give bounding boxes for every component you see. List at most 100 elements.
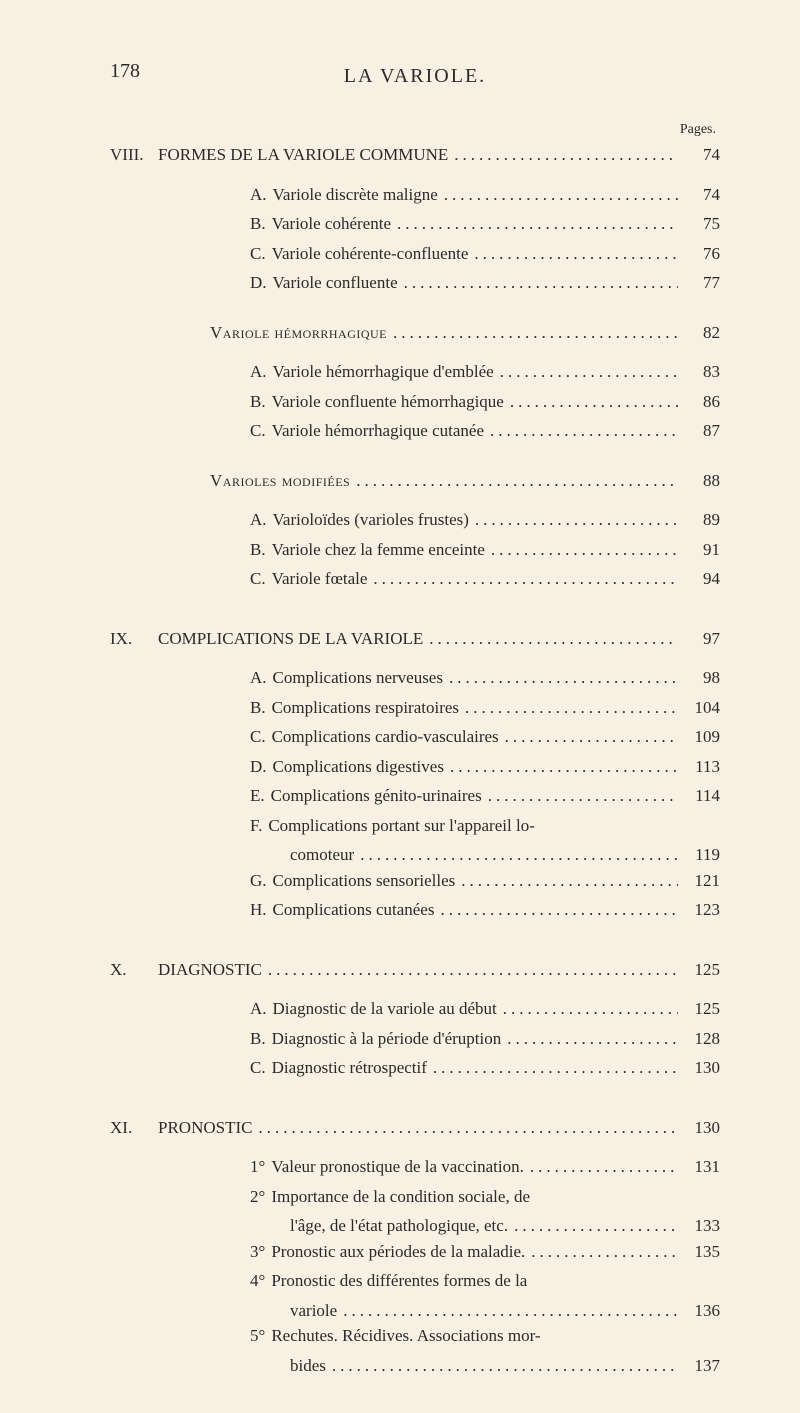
- leader-dots: [393, 320, 678, 346]
- toc-main-entry: XI.PRONOSTIC130: [110, 1115, 720, 1141]
- toc-sub-entry: F.Complications portant sur l'appareil l…: [110, 813, 720, 839]
- page-ref: 75: [684, 211, 720, 237]
- page-ref: 114: [684, 783, 720, 809]
- leader-dots: [444, 182, 678, 208]
- entry-text: COMPLICATIONS DE LA VARIOLE: [158, 626, 423, 652]
- entry-letter: A.: [250, 507, 267, 533]
- page-ref: 89: [684, 507, 720, 533]
- roman-numeral: XI.: [110, 1115, 158, 1141]
- leader-dots: [531, 1239, 678, 1265]
- page-ref: 130: [684, 1055, 720, 1081]
- entry-letter: F.: [250, 813, 262, 839]
- entry-letter: D.: [250, 270, 267, 296]
- toc-main-entry: IX.COMPLICATIONS DE LA VARIOLE97: [110, 626, 720, 652]
- entry-text: Valeur pronostique de la vaccination.: [271, 1154, 524, 1180]
- toc-sub-entry: A.Diagnostic de la variole au début 125: [110, 996, 720, 1022]
- leader-dots: [450, 754, 678, 780]
- toc-sub-entry: B.Complications respiratoires104: [110, 695, 720, 721]
- entry-letter: 3°: [250, 1239, 265, 1265]
- toc-main-entry: VIII.FORMES DE LA VARIOLE COMMUNE 74: [110, 142, 720, 168]
- entry-text: Diagnostic de la variole au début: [273, 996, 497, 1022]
- entry-letter: C.: [250, 241, 266, 267]
- entry-text: Varioloïdes (varioles frustes): [273, 507, 469, 533]
- entry-letter: A.: [250, 359, 267, 385]
- entry-letter: A.: [250, 665, 267, 691]
- page-ref: 135: [684, 1239, 720, 1265]
- entry-letter: B.: [250, 211, 266, 237]
- page-ref: 123: [684, 897, 720, 923]
- toc-sub-entry: D.Complications digestives113: [110, 754, 720, 780]
- toc-sub-entry: A.Variole hémorrhagique d'emblée83: [110, 359, 720, 385]
- entry-text: Variole hémorrhagique d'emblée: [273, 359, 494, 385]
- toc-continuation: bides137: [110, 1353, 720, 1379]
- entry-text: Variole confluente hémorrhagique: [272, 389, 504, 415]
- leader-dots: [490, 418, 678, 444]
- entry-text: FORMES DE LA VARIOLE COMMUNE: [158, 142, 448, 168]
- toc-main-entry: X.DIAGNOSTIC125: [110, 957, 720, 983]
- toc-sub-entry: D.Variole confluente77: [110, 270, 720, 296]
- leader-dots: [268, 957, 678, 983]
- toc-sub-entry: A.Varioloïdes (varioles frustes) 89: [110, 507, 720, 533]
- leader-dots: [500, 359, 678, 385]
- toc-sub-entry: C.Variole cohérente-confluente76: [110, 241, 720, 267]
- toc-section-entry: Variole hémorrhagique 82: [110, 320, 720, 346]
- entry-letter: D.: [250, 754, 267, 780]
- page-ref: 91: [684, 537, 720, 563]
- page-ref: 82: [684, 320, 720, 346]
- entry-text: PRONOSTIC: [158, 1115, 252, 1141]
- page-ref: 74: [684, 142, 720, 168]
- entry-letter: B.: [250, 537, 266, 563]
- page-ref: 86: [684, 389, 720, 415]
- leader-dots: [332, 1353, 678, 1379]
- entry-text: Variole discrète maligne: [273, 182, 438, 208]
- leader-dots: [461, 868, 678, 894]
- leader-dots: [454, 142, 678, 168]
- toc-sub-entry: 1°Valeur pronostique de la vaccination.1…: [110, 1154, 720, 1180]
- roman-numeral: VIII.: [110, 142, 158, 168]
- toc-continuation: comoteur119: [110, 842, 720, 868]
- toc-sub-entry: A.Complications nerveuses 98: [110, 665, 720, 691]
- entry-text: Importance de la condition sociale, de: [271, 1184, 530, 1210]
- leader-dots: [360, 842, 678, 868]
- entry-text: Complications digestives: [273, 754, 444, 780]
- leader-dots: [440, 897, 678, 923]
- toc-sub-entry: 3°Pronostic aux périodes de la maladie.1…: [110, 1239, 720, 1265]
- toc-sub-entry: A.Variole discrète maligne74: [110, 182, 720, 208]
- entry-letter: 2°: [250, 1184, 265, 1210]
- entry-text: Variole hémorrhagique: [210, 320, 387, 346]
- entry-text: Complications nerveuses: [273, 665, 443, 691]
- entry-text: Pronostic des différentes formes de la: [271, 1268, 527, 1294]
- leader-dots: [505, 724, 678, 750]
- toc-sub-entry: C.Complications cardio-vasculaires109: [110, 724, 720, 750]
- page-ref: 136: [684, 1298, 720, 1324]
- entry-text: Variole cohérente-confluente: [272, 241, 469, 267]
- entry-text: Complications cardio-vasculaires: [272, 724, 499, 750]
- entry-text: Complications cutanées: [273, 897, 435, 923]
- table-of-contents: VIII.FORMES DE LA VARIOLE COMMUNE74A.Var…: [110, 142, 720, 1378]
- entry-letter: C.: [250, 724, 266, 750]
- page-ref: 98: [684, 665, 720, 691]
- roman-numeral: IX.: [110, 626, 158, 652]
- toc-sub-entry: H.Complications cutanées 123: [110, 897, 720, 923]
- entry-letter: A.: [250, 996, 267, 1022]
- toc-sub-entry: 2°Importance de la condition sociale, de: [110, 1184, 720, 1210]
- toc-section-entry: Varioles modifiées88: [110, 468, 720, 494]
- roman-numeral: X.: [110, 957, 158, 983]
- entry-text: Varioles modifiées: [210, 468, 350, 494]
- page-ref: 125: [684, 996, 720, 1022]
- entry-text: bides: [290, 1353, 326, 1379]
- page-ref: 133: [684, 1213, 720, 1239]
- entry-text: l'âge, de l'état pathologique, etc.: [290, 1213, 508, 1239]
- entry-letter: 1°: [250, 1154, 265, 1180]
- entry-text: Variole hémorrhagique cutanée: [272, 418, 484, 444]
- entry-letter: H.: [250, 897, 267, 923]
- toc-sub-entry: B.Variole cohérente75: [110, 211, 720, 237]
- entry-text: Complications respiratoires: [272, 695, 459, 721]
- entry-text: Complications sensorielles: [273, 868, 456, 894]
- entry-text: Diagnostic rétrospectif: [272, 1055, 427, 1081]
- leader-dots: [404, 270, 678, 296]
- toc-sub-entry: B.Variole chez la femme enceinte91: [110, 537, 720, 563]
- leader-dots: [373, 566, 678, 592]
- entry-text: Diagnostic à la période d'éruption: [272, 1026, 502, 1052]
- entry-letter: A.: [250, 182, 267, 208]
